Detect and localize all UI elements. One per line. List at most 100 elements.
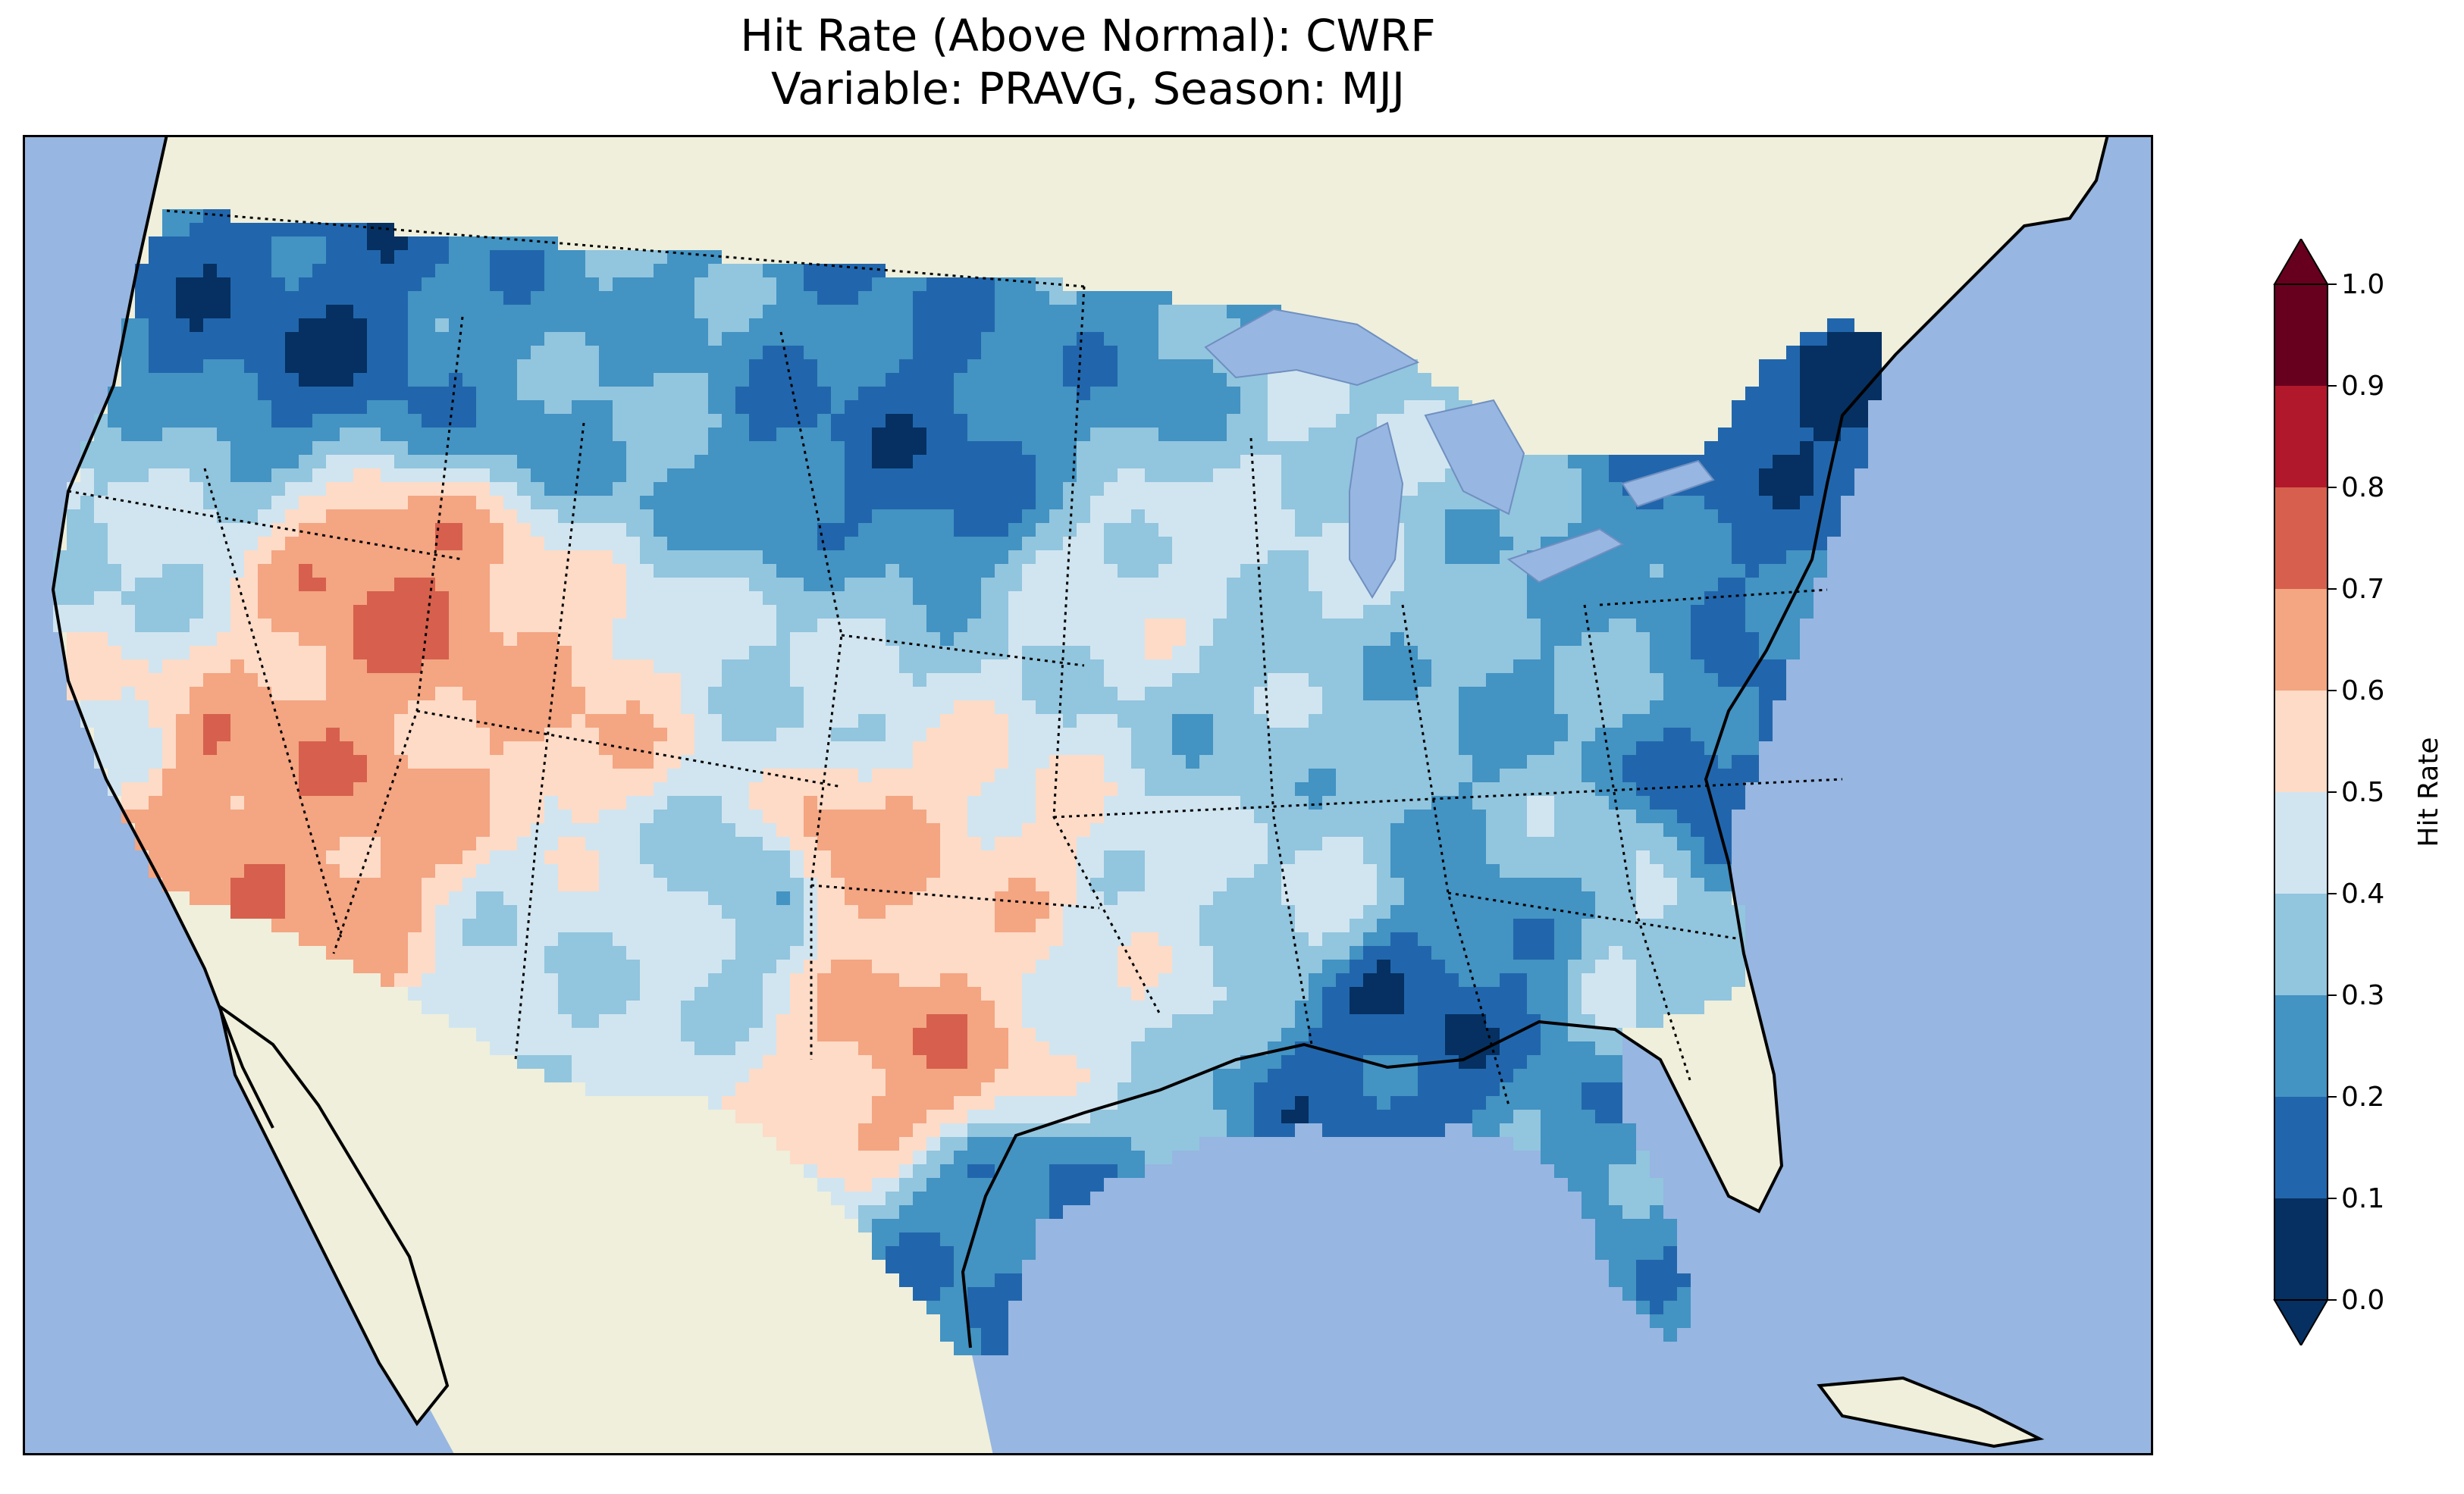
grid-cell [995, 714, 1008, 728]
grid-cell [1336, 646, 1350, 659]
grid-cell [599, 782, 613, 796]
grid-cell [817, 291, 831, 305]
grid-cell [790, 482, 804, 496]
grid-cell [1158, 509, 1172, 523]
grid-cell [1732, 632, 1745, 646]
grid-cell [776, 496, 790, 509]
grid-cell [517, 537, 531, 550]
grid-cell [462, 250, 476, 264]
grid-cell [1868, 387, 1882, 400]
grid-cell [271, 441, 285, 455]
grid-cell [217, 373, 230, 387]
grid-cell [1554, 769, 1568, 782]
grid-cell [244, 496, 258, 509]
grid-cell [899, 728, 913, 741]
grid-cell [776, 482, 790, 496]
grid-cell [1677, 496, 1691, 509]
grid-cell [1691, 578, 1704, 591]
grid-cell [1350, 782, 1363, 796]
grid-cell [422, 673, 435, 687]
grid-cell [258, 782, 271, 796]
grid-cell [817, 441, 831, 455]
grid-cell [694, 428, 708, 441]
grid-cell [1800, 496, 1814, 509]
grid-cell [1309, 523, 1322, 537]
grid-cell [776, 387, 790, 400]
grid-cell [831, 605, 845, 619]
grid-cell [954, 523, 967, 537]
grid-cell [1704, 605, 1718, 619]
grid-cell [1172, 823, 1186, 837]
grid-cell [790, 414, 804, 428]
grid-cell [1459, 550, 1472, 564]
grid-cell [1827, 387, 1841, 400]
grid-cell [503, 305, 517, 318]
grid-cell [1800, 523, 1814, 537]
grid-cell [1691, 564, 1704, 578]
grid-cell [1445, 810, 1459, 823]
grid-cell [1145, 673, 1158, 687]
grid-cell [1131, 359, 1145, 373]
grid-cell [1622, 810, 1636, 823]
grid-cell [1595, 605, 1609, 619]
grid-cell [1077, 782, 1090, 796]
grid-cell [1036, 359, 1049, 373]
grid-cell [1104, 318, 1118, 332]
grid-cell [1472, 796, 1486, 810]
grid-cell [258, 714, 271, 728]
grid-cell [1568, 646, 1582, 659]
grid-cell [1090, 591, 1104, 605]
grid-cell [1773, 455, 1786, 468]
grid-cell [1118, 728, 1131, 741]
grid-cell [149, 387, 162, 400]
grid-cell [572, 291, 585, 305]
grid-cell [1213, 523, 1227, 537]
grid-cell [149, 264, 162, 277]
grid-cell [831, 673, 845, 687]
grid-cell [340, 318, 353, 332]
grid-cell [1049, 482, 1063, 496]
grid-cell [708, 291, 722, 305]
grid-cell [1445, 550, 1459, 564]
grid-cell [1814, 400, 1827, 414]
chart-title: Hit Rate (Above Normal): CWRF Variable: … [23, 9, 2153, 115]
grid-cell [1404, 782, 1418, 796]
grid-cell [1104, 496, 1118, 509]
grid-cell [462, 810, 476, 823]
grid-cell [1622, 755, 1636, 769]
grid-cell [462, 509, 476, 523]
grid-cell [1295, 496, 1309, 509]
grid-cell [422, 468, 435, 482]
grid-cell [995, 632, 1008, 646]
grid-cell [176, 714, 190, 728]
grid-cell [681, 619, 694, 632]
grid-cell [326, 400, 340, 414]
grid-cell [899, 441, 913, 455]
grid-cell [1745, 646, 1759, 659]
grid-cell [1118, 482, 1131, 496]
grid-cell [817, 359, 831, 373]
grid-cell [1158, 359, 1172, 373]
grid-cell [381, 714, 394, 728]
grid-cell [135, 482, 149, 496]
grid-cell [804, 277, 817, 291]
grid-cell [1568, 782, 1582, 796]
grid-cell [1691, 687, 1704, 700]
grid-cell [271, 687, 285, 700]
grid-cell [1431, 482, 1445, 496]
grid-cell [1049, 428, 1063, 441]
grid-cell [1554, 523, 1568, 537]
grid-cell [858, 591, 872, 605]
grid-cell [230, 373, 244, 387]
grid-cell [1063, 646, 1077, 659]
grid-cell [1213, 373, 1227, 387]
grid-cell [940, 414, 954, 428]
grid-cell [1268, 400, 1281, 414]
grid-cell [1131, 373, 1145, 387]
grid-cell [476, 769, 490, 782]
grid-cell [353, 837, 367, 850]
grid-cell [926, 578, 940, 591]
grid-cell [340, 305, 353, 318]
grid-cell [94, 728, 108, 741]
grid-cell [94, 468, 108, 482]
